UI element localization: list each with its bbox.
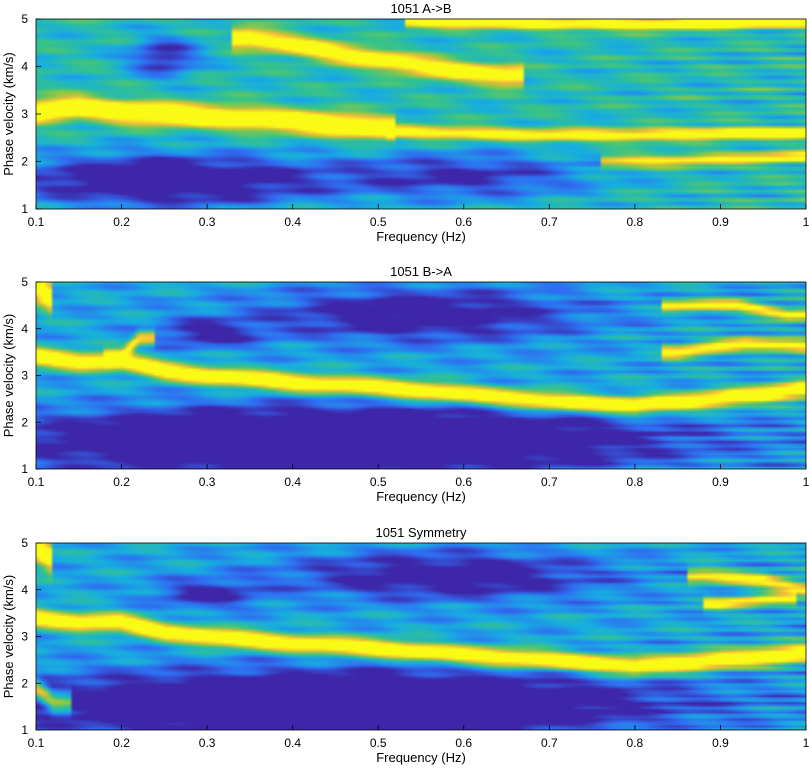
x-tick-label: 0.2 (113, 475, 130, 489)
x-tick-label: 1 (803, 736, 809, 750)
x-tick-label: 0.2 (113, 215, 130, 229)
x-tick-label: 0.4 (284, 736, 301, 750)
y-tick-label: 4 (21, 322, 28, 336)
y-tick-label: 3 (21, 630, 28, 644)
panel-title: 1051 B->A (390, 264, 452, 279)
heatmap-raster (36, 19, 806, 209)
x-tick-label: 0.5 (370, 736, 387, 750)
x-tick-label: 1 (803, 215, 809, 229)
y-axis-label: Phase velocity (km/s) (1, 314, 16, 438)
panel-b-to-a: 1051 B->A 0.1 0.2 0.3 0.4 0.5 0.6 0.7 0.8 0.9 1 1 2 3… (1, 264, 809, 504)
y-tick-label: 1 (21, 723, 28, 737)
x-tick-label: 0.8 (627, 736, 644, 750)
y-tick-label: 2 (21, 676, 28, 690)
panel-title: 1051 A->B (390, 1, 451, 16)
x-tick-label: 0.8 (627, 475, 644, 489)
x-tick-label: 0.3 (199, 475, 216, 489)
x-tick-label: 0.9 (712, 215, 729, 229)
x-tick-label: 0.4 (284, 215, 301, 229)
y-tick-label: 2 (21, 415, 28, 429)
heatmap-raster (36, 282, 806, 469)
x-tick-label: 0.3 (199, 215, 216, 229)
x-axis-label: Frequency (Hz) (376, 229, 466, 244)
y-tick-label: 3 (21, 107, 28, 121)
y-axis-label: Phase velocity (km/s) (1, 575, 16, 699)
x-tick-label: 0.7 (541, 215, 558, 229)
y-axis-label: Phase velocity (km/s) (1, 52, 16, 176)
y-tick-label: 4 (21, 583, 28, 597)
y-tick-label: 3 (21, 369, 28, 383)
x-tick-label: 0.6 (455, 475, 472, 489)
y-tick-label: 1 (21, 462, 28, 476)
y-tick-label: 4 (21, 60, 28, 74)
y-tick-label: 5 (21, 275, 28, 289)
x-tick-label: 0.5 (370, 215, 387, 229)
x-tick-label: 1 (803, 475, 809, 489)
x-tick-label: 0.4 (284, 475, 301, 489)
x-tick-label: 0.9 (712, 475, 729, 489)
x-tick-label: 0.9 (712, 736, 729, 750)
x-tick-label: 0.1 (28, 215, 45, 229)
x-tick-label: 0.6 (455, 215, 472, 229)
y-tick-label: 5 (21, 536, 28, 550)
x-tick-label: 0.7 (541, 475, 558, 489)
x-tick-label: 0.7 (541, 736, 558, 750)
x-tick-label: 0.3 (199, 736, 216, 750)
x-tick-label: 0.1 (28, 736, 45, 750)
panel-title: 1051 Symmetry (375, 525, 467, 540)
x-tick-label: 0.6 (455, 736, 472, 750)
heatmap-raster (36, 543, 806, 730)
x-axis-label: Frequency (Hz) (376, 750, 466, 765)
x-tick-label: 0.5 (370, 475, 387, 489)
x-tick-label: 0.1 (28, 475, 45, 489)
panel-symmetry: 1051 Symmetry 0.1 0.2 0.3 0.4 0.5 0.6 0.7 0.8 0.9… (1, 525, 809, 765)
y-tick-label: 1 (21, 202, 28, 216)
x-axis-label: Frequency (Hz) (376, 489, 466, 504)
y-tick-label: 5 (21, 12, 28, 26)
panel-a-to-b: 1051 A->B 0.1 0.2 0.3 0.4 0.5 0.6 0.7 0.8 0.9 1 1 2 3… (1, 1, 809, 244)
x-tick-label: 0.8 (627, 215, 644, 229)
y-tick-label: 2 (21, 155, 28, 169)
x-tick-label: 0.2 (113, 736, 130, 750)
